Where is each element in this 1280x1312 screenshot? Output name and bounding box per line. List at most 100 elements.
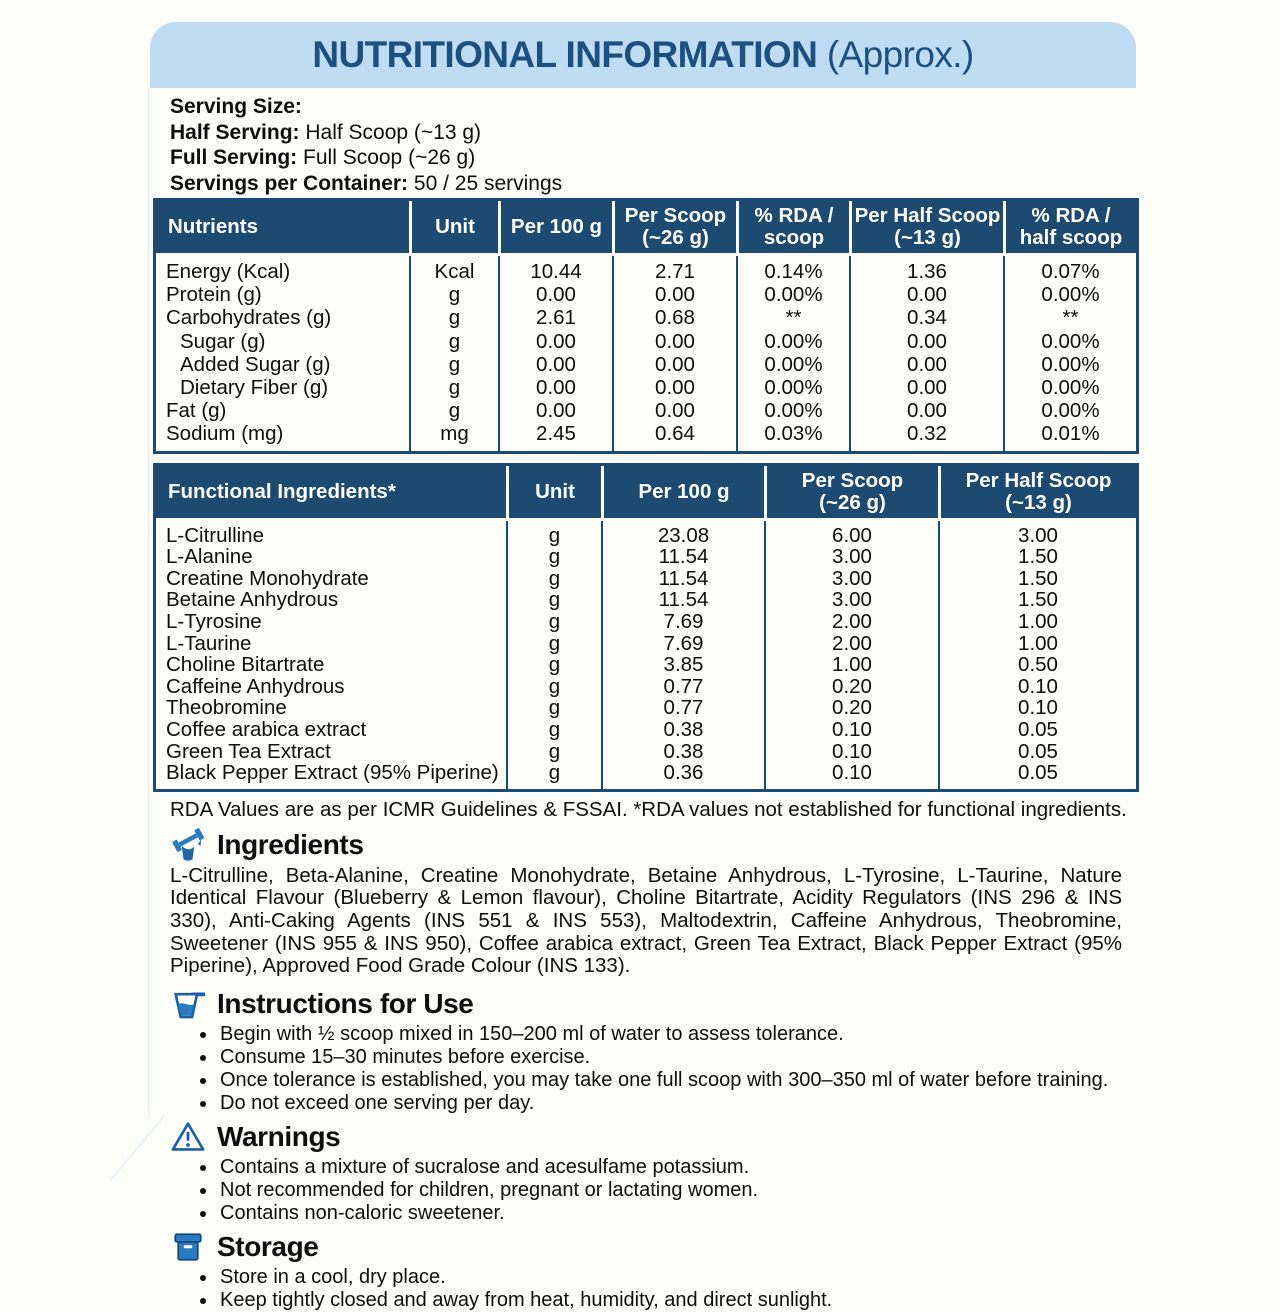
serving-info: Serving Size: Half Serving: Half Scoop (… [170,94,1136,196]
table-row: Green Tea Extract g 0.38 0.10 0.05 [156,740,1136,763]
list-item: Store in a cool, dry place. [218,1266,1136,1289]
ingredients-heading-row: Ingredients [170,827,1136,862]
cell-value: 0.00 [612,352,736,377]
row-label: L-Tyrosine [166,610,262,633]
serving-size-heading: Serving Size: [170,95,302,118]
cell-value: 0.00% [1003,329,1136,353]
cell-value: 0.00% [736,399,849,423]
table-row: Betaine Anhydrous g 11.54 3.00 1.50 [156,589,1136,611]
warnings-heading: Warnings [217,1120,341,1152]
nutrients-table: Nutrients Unit Per 100 g Per Scoop (~26 g)%… [153,198,1139,454]
cell-value: g [409,399,498,423]
column-header: Nutrients [156,201,409,256]
ingredients-section: Ingredients L-Citrulline, Beta-Alanine, … [170,827,1136,978]
cell-value: g [506,589,601,611]
cell-value: 0.00 [849,329,1003,353]
table-row: L-Citrulline g 23.08 6.00 3.00 [156,520,1136,547]
cell-value: g [506,719,601,741]
cell-value: 0.10 [938,697,1136,719]
cell-value: 0.00% [1003,283,1136,307]
cell-value: 0.00 [498,376,612,400]
cell-value: 3.85 [601,654,764,676]
table-row: Fat (g) g 0.00 0.00 0.00% 0.00 0.00% [156,399,1136,423]
cell-value: 0.20 [764,697,938,719]
row-label: Black Pepper Extract (95% Piperine) [166,761,499,785]
cell-value: 0.20 [764,676,938,698]
table-row: Caffeine Anhydrous g 0.77 0.20 0.10 [156,676,1136,698]
warnings-list: Contains a mixture of sucralose and aces… [170,1156,1136,1225]
cell-value: 7.69 [601,611,764,633]
full-serving-line: Full Serving: Full Scoop (~26 g) [170,146,476,169]
table-row: Theobromine g 0.77 0.20 0.10 [156,697,1136,719]
cell-value: g [409,306,498,330]
list-item: Keep tightly closed and away from heat, … [218,1289,1136,1312]
cell-value: 0.00% [1003,376,1136,400]
cell-value: 0.38 [601,740,764,763]
column-header: Functional Ingredients* [156,465,506,521]
column-header: Unit [409,201,498,256]
functional-table-body: L-Citrulline g 23.08 6.00 3.00 L-Alanine g 11.5… [156,520,1136,789]
functional-header-row: Functional Ingredients* Unit Per 100 g Per … [156,465,1136,521]
instructions-section: Instructions for Use Begin with ½ scoop … [170,987,1136,1115]
cell-value: 0.36 [601,762,764,789]
cell-value: 11.54 [601,589,764,611]
cell-value: 1.00 [938,632,1136,655]
list-item: Do not exceed one serving per day. [218,1092,1136,1115]
table-row: Added Sugar (g) g 0.00 0.00 0.00% 0.00 0.00% [156,352,1136,377]
cell-value: 0.77 [601,676,764,698]
table-row: Sodium (mg) mg 2.45 0.64 0.03% 0.32 0.01% [156,422,1136,451]
column-header: Per Half Scoop (~13 g) [849,201,1003,256]
cell-value: 0.00 [498,399,612,423]
table-row: Dietary Fiber (g) g 0.00 0.00 0.00% 0.00 0.00% [156,376,1136,400]
table-row: Sugar (g) g 0.00 0.00 0.00% 0.00 0.00% [156,329,1136,353]
cell-value: g [506,520,601,547]
cell-value: 0.00% [1003,352,1136,377]
list-item: Not recommended for children, pregnant o… [218,1179,1136,1202]
cell-value: 0.00% [1003,399,1136,423]
instructions-heading-row: Instructions for Use [170,987,1136,1021]
cell-value: 0.00% [736,283,849,307]
cell-value: g [409,283,498,307]
cell-value: 0.00 [498,329,612,353]
cell-value: 1.36 [849,256,1003,284]
cell-value: 0.00 [498,283,612,307]
list-item: Contains non-caloric sweetener. [218,1202,1136,1225]
storage-heading: Storage [217,1230,319,1262]
page-title-suffix: (Approx.) [817,34,974,75]
table-row: L-Tyrosine g 7.69 2.00 1.00 [156,611,1136,633]
servings-per-container-line: Servings per Container: 50 / 25 servings [170,171,563,195]
cell-value: 0.10 [764,719,938,741]
cell-value: 0.00% [736,376,849,400]
list-item: Begin with ½ scoop mixed in 150–200 ml o… [218,1023,1136,1046]
cell-value: 0.00 [849,352,1003,377]
cell-value: 6.00 [764,520,938,547]
list-item: Once tolerance is established, you may t… [218,1069,1136,1092]
dumbbell-icon [170,827,206,862]
cell-value: 3.00 [764,546,938,568]
column-header: Per 100 g [498,201,612,256]
warnings-section: Warnings Contains a mixture of sucralose… [170,1120,1136,1225]
row-label: Creatine Monohydrate [166,566,369,590]
storage-list: Store in a cool, dry place.Keep tightly … [170,1266,1136,1312]
cell-value: 3.00 [764,589,938,611]
cell-value: 0.34 [849,306,1003,330]
column-header: Per Scoop (~26 g) [612,201,736,256]
cell-value: 0.10 [764,740,938,763]
cell-value: 0.00% [736,329,849,353]
cell-value: ** [1003,306,1136,330]
cell-value: g [409,376,498,400]
list-item: Consume 15–30 minutes before exercise. [218,1046,1136,1069]
instructions-list: Begin with ½ scoop mixed in 150–200 ml o… [170,1023,1136,1115]
cell-value: 7.69 [601,632,764,655]
storage-section: Storage Store in a cool, dry place.Keep … [170,1230,1136,1312]
cell-value: 0.05 [938,719,1136,741]
list-item: Contains a mixture of sucralose and aces… [218,1156,1136,1179]
half-serving-line: Half Serving: Half Scoop (~13 g) [170,120,482,144]
cell-value: g [506,762,601,789]
row-label: L-Taurine [166,631,252,655]
page-title: NUTRITIONAL INFORMATION (Approx.) [312,34,974,76]
storage-box-icon [170,1230,206,1264]
cell-value: 0.05 [938,740,1136,763]
cell-value: ** [736,306,849,330]
header-band: NUTRITIONAL INFORMATION (Approx.) [150,22,1136,88]
